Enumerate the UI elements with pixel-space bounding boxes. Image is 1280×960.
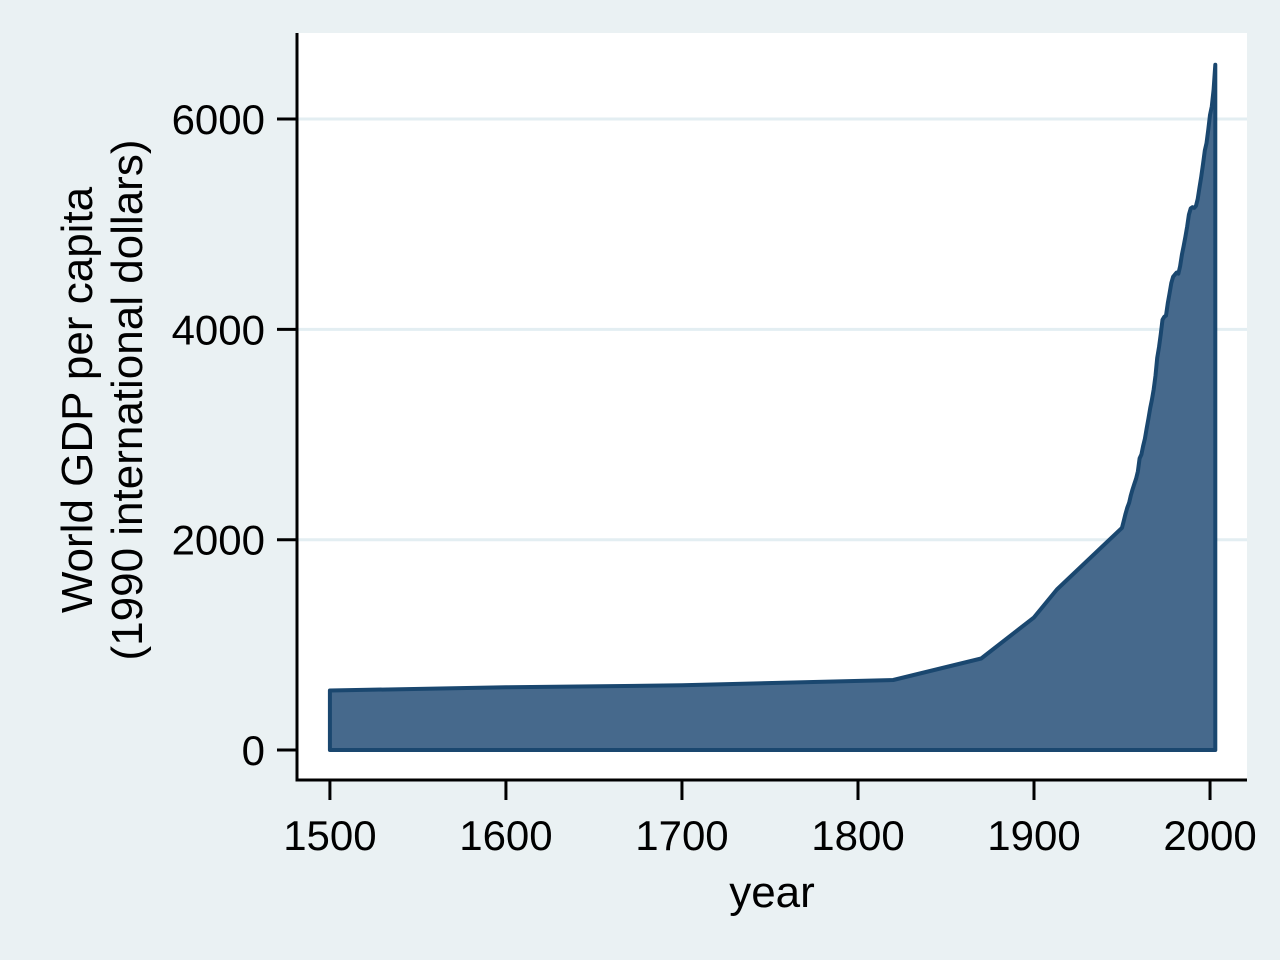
y-tick-label-6000: 6000 [172, 96, 265, 143]
gridlines-group [297, 117, 1247, 542]
x-tick-label-1600: 1600 [459, 812, 552, 859]
tick-labels-group: 0 2000 4000 6000 1500 1600 1700 1800 1900 2000 [172, 96, 1257, 859]
y-axis-title-line1: World GDP per capita [52, 186, 102, 614]
y-tick-label-4000: 4000 [172, 306, 265, 353]
y-axis-title: World GDP per capita (1990 international… [53, 140, 153, 661]
y-tick-label-0: 0 [242, 727, 265, 774]
x-axis-title: year [729, 868, 815, 917]
gdp-area-series [327, 62, 1218, 753]
x-tick-label-1900: 1900 [987, 812, 1080, 859]
y-tick-label-2000: 2000 [172, 517, 265, 564]
ticks-group [277, 117, 1212, 800]
area-series-group [327, 62, 1218, 753]
x-tick-label-1700: 1700 [635, 812, 728, 859]
x-tick-label-2000: 2000 [1163, 812, 1256, 859]
x-tick-label-1500: 1500 [283, 812, 376, 859]
x-tick-label-1800: 1800 [811, 812, 904, 859]
y-axis-title-line2: (1990 international dollars) [103, 139, 152, 661]
